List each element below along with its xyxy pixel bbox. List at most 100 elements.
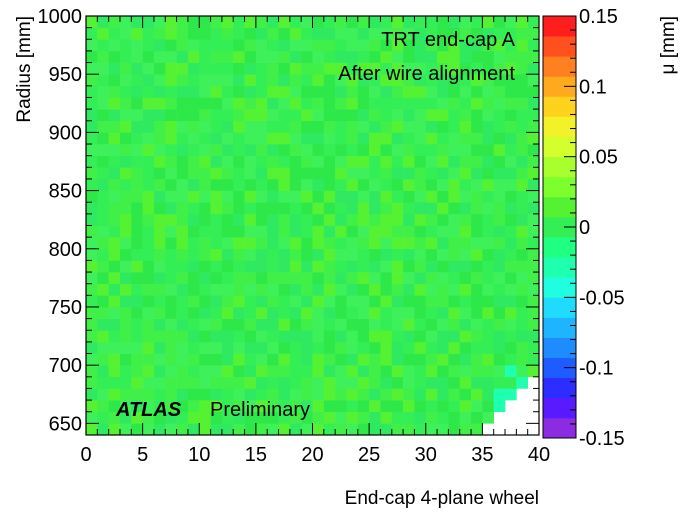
- heatmap-cell: [187, 318, 200, 331]
- heatmap-cell: [380, 365, 393, 378]
- heatmap-cell: [108, 144, 121, 156]
- heatmap-cell: [357, 27, 370, 40]
- heatmap-cell: [131, 400, 143, 413]
- heatmap-cell: [142, 376, 155, 389]
- heatmap-cell: [301, 318, 313, 331]
- heatmap-cell: [391, 423, 404, 436]
- heatmap-cell: [482, 400, 494, 413]
- heatmap-cell: [380, 85, 393, 98]
- heatmap-cell: [335, 178, 347, 191]
- heatmap-cell: [380, 167, 393, 180]
- heatmap-cell: [391, 365, 404, 378]
- heatmap-cell: [165, 74, 177, 87]
- heatmap-cell: [414, 144, 427, 156]
- heatmap-cell: [176, 16, 189, 28]
- heatmap-cell: [278, 178, 291, 191]
- heatmap-cell: [425, 167, 438, 180]
- heatmap-cell: [357, 16, 370, 28]
- heatmap-cell: [505, 167, 517, 180]
- heatmap-cell: [289, 400, 302, 413]
- heatmap-cell: [301, 295, 313, 308]
- heatmap-cell: [482, 50, 494, 63]
- heatmap-cell: [131, 423, 143, 436]
- heatmap-cell: [176, 202, 189, 215]
- heatmap-cell: [482, 167, 494, 180]
- heatmap-cell: [403, 306, 415, 319]
- heatmap-cell: [86, 74, 98, 87]
- heatmap-cell: [278, 16, 291, 28]
- heatmap-cell: [108, 155, 121, 168]
- heatmap-cell: [176, 225, 189, 238]
- heatmap-cell: [357, 144, 370, 156]
- heatmap-cell: [176, 388, 189, 401]
- heatmap-cell: [153, 74, 166, 87]
- heatmap-cell: [346, 62, 359, 75]
- heatmap-cell: [505, 50, 517, 63]
- heatmap-cell: [437, 411, 449, 424]
- heatmap-cell: [278, 295, 291, 308]
- heatmap-cell: [176, 155, 189, 168]
- heatmap-cell: [312, 16, 325, 28]
- heatmap-cell: [437, 376, 449, 389]
- heatmap-cell: [437, 39, 449, 52]
- heatmap-cell: [403, 353, 415, 366]
- heatmap-cell: [505, 27, 517, 40]
- heatmap-cell: [131, 120, 143, 133]
- heatmap-cell: [403, 144, 415, 156]
- heatmap-cell: [199, 341, 211, 354]
- heatmap-cell: [278, 376, 291, 389]
- heatmap-cell: [459, 341, 472, 354]
- heatmap-cell: [233, 16, 245, 28]
- heatmap-cell: [369, 225, 381, 238]
- heatmap-cell: [119, 16, 132, 28]
- heatmap-cell: [233, 109, 245, 122]
- heatmap-cell: [369, 132, 381, 145]
- heatmap-cell: [255, 237, 268, 250]
- heatmap-cell: [335, 97, 347, 110]
- heatmap-cell: [142, 283, 155, 296]
- heatmap-cell: [244, 306, 257, 319]
- heatmap-cell: [244, 62, 257, 75]
- heatmap-cell: [267, 272, 279, 284]
- heatmap-cell: [448, 365, 461, 378]
- heatmap-cell: [505, 213, 517, 226]
- heatmap-cell: [244, 272, 257, 284]
- heatmap-cell: [380, 306, 393, 319]
- heatmap-cell: [527, 306, 540, 319]
- heatmap-cell: [301, 237, 313, 250]
- heatmap-cell: [471, 144, 483, 156]
- heatmap-cell: [403, 178, 415, 191]
- heatmap-cell: [493, 330, 506, 343]
- heatmap-cell: [335, 27, 347, 40]
- heatmap-cell: [482, 202, 494, 215]
- heatmap-cell: [86, 283, 98, 296]
- heatmap-cell: [199, 120, 211, 133]
- heatmap-cell: [437, 283, 449, 296]
- heatmap-cell: [165, 50, 177, 63]
- heatmap-cell: [493, 341, 506, 354]
- heatmap-cell: [516, 144, 528, 156]
- heatmap-cell: [493, 132, 506, 145]
- heatmap-cell: [108, 260, 121, 273]
- heatmap-cell: [108, 353, 121, 366]
- heatmap-cell: [414, 306, 427, 319]
- heatmap-cell: [233, 283, 245, 296]
- heatmap-cell: [414, 272, 427, 284]
- heatmap-cell: [505, 178, 517, 191]
- heatmap-cell: [131, 62, 143, 75]
- heatmap-cell: [255, 16, 268, 28]
- heatmap-cell: [505, 376, 517, 389]
- heatmap-cell: [153, 330, 166, 343]
- palette-bin: [543, 76, 576, 97]
- heatmap-cell: [289, 50, 302, 63]
- heatmap-cell: [131, 16, 143, 28]
- heatmap-cell: [482, 144, 494, 156]
- heatmap-cell: [131, 283, 143, 296]
- heatmap-cell: [471, 237, 483, 250]
- heatmap-cell: [414, 155, 427, 168]
- heatmap-cell: [357, 376, 370, 389]
- heatmap-cell: [505, 39, 517, 52]
- heatmap-cell: [267, 97, 279, 110]
- heatmap-cell: [459, 388, 472, 401]
- heatmap-cell: [233, 178, 245, 191]
